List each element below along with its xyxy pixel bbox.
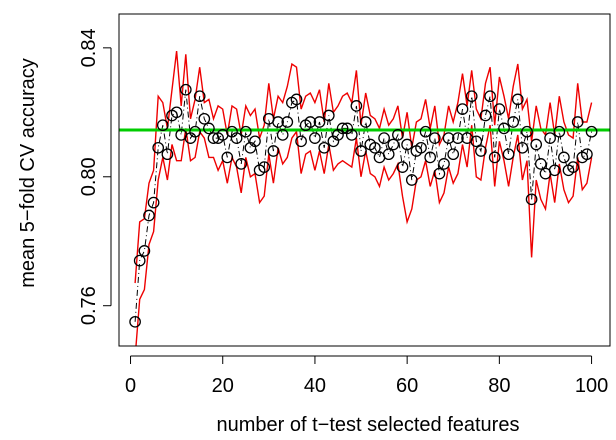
y-axis-title: mean 5−fold CV accuracy [17, 58, 39, 288]
data-point [345, 129, 358, 141]
data-point [318, 141, 331, 154]
data-point [438, 158, 450, 170]
data-point [479, 109, 492, 122]
x-tick-label: 100 [575, 375, 608, 397]
data-point [189, 125, 201, 138]
data-point [544, 132, 556, 144]
data-point [433, 167, 446, 180]
x-tick-label: 40 [304, 375, 326, 397]
data-point [530, 138, 543, 151]
data-point [415, 141, 427, 154]
data-point [392, 129, 404, 141]
data-point [488, 151, 501, 164]
x-tick-label: 0 [125, 375, 136, 397]
plot-frame [118, 13, 611, 347]
data-point [313, 116, 326, 128]
data-point [369, 141, 381, 154]
data-point [493, 103, 506, 115]
data-point [152, 141, 165, 154]
data-point [401, 138, 413, 151]
data-point [378, 132, 390, 144]
data-point [424, 151, 437, 164]
data-point [585, 125, 598, 138]
data-point [553, 125, 566, 138]
x-axis: 0 20 40 60 80 100 [125, 355, 608, 397]
red-band-line-3 [135, 125, 593, 346]
data-point [465, 90, 478, 103]
data-point [581, 148, 593, 161]
data-point [267, 145, 280, 157]
data-point [442, 132, 455, 144]
data-point [249, 135, 261, 148]
data-point [498, 122, 510, 135]
data-point [138, 245, 151, 257]
series-layer [119, 51, 610, 346]
x-tick-label: 80 [488, 375, 510, 397]
data-point [198, 112, 211, 125]
data-point [516, 141, 529, 154]
data-point [355, 145, 367, 157]
data-point [290, 93, 303, 106]
data-point [235, 158, 248, 170]
data-point [359, 116, 372, 128]
x-tick-label: 20 [212, 375, 234, 397]
data-point [156, 119, 169, 132]
data-point [470, 135, 483, 148]
data-point [133, 254, 146, 267]
data-point [161, 148, 174, 161]
plot-area [119, 51, 610, 346]
data-point [147, 196, 160, 209]
data-point [521, 125, 533, 138]
data-point [502, 148, 515, 161]
data-point [571, 116, 584, 128]
data-point [456, 103, 469, 115]
data-point [179, 83, 192, 96]
data-point [221, 151, 234, 164]
y-tick-label: 0.84 [78, 28, 100, 67]
data-point [447, 148, 460, 161]
data-point [309, 132, 321, 144]
data-point [239, 125, 252, 138]
data-point [350, 100, 363, 112]
data-point [336, 122, 349, 135]
red-band-line-2 [134, 51, 593, 284]
data-point [281, 116, 294, 128]
data-point [484, 90, 496, 103]
data-point [193, 90, 206, 103]
data-point [507, 116, 520, 128]
data-point [295, 135, 307, 148]
data-point [428, 132, 441, 144]
data-point [129, 315, 141, 328]
data-point [396, 161, 409, 173]
data-point [322, 109, 335, 122]
data-point [511, 93, 524, 106]
data-point [419, 125, 432, 138]
data-point [203, 122, 215, 135]
data-point [387, 138, 400, 151]
data-point [258, 161, 271, 173]
data-point [272, 116, 284, 128]
y-tick-label: 0.80 [78, 157, 100, 196]
data-point [525, 193, 538, 206]
data-point [230, 132, 243, 144]
data-point [382, 148, 395, 161]
data-point [304, 116, 317, 128]
data-point [548, 164, 561, 177]
x-axis-title: number of t−test selected features [217, 414, 520, 436]
data-point [452, 132, 464, 144]
x-tick-label: 60 [396, 375, 418, 397]
data-point [534, 158, 547, 170]
data-point [475, 145, 487, 157]
data-point [558, 151, 570, 164]
data-point [405, 174, 418, 186]
y-tick-label: 0.76 [78, 286, 100, 325]
data-point [143, 209, 155, 222]
y-axis: 0.76 0.80 0.84 [78, 28, 112, 325]
data-point [567, 161, 579, 173]
data-point [170, 106, 183, 119]
data-point [276, 129, 289, 141]
